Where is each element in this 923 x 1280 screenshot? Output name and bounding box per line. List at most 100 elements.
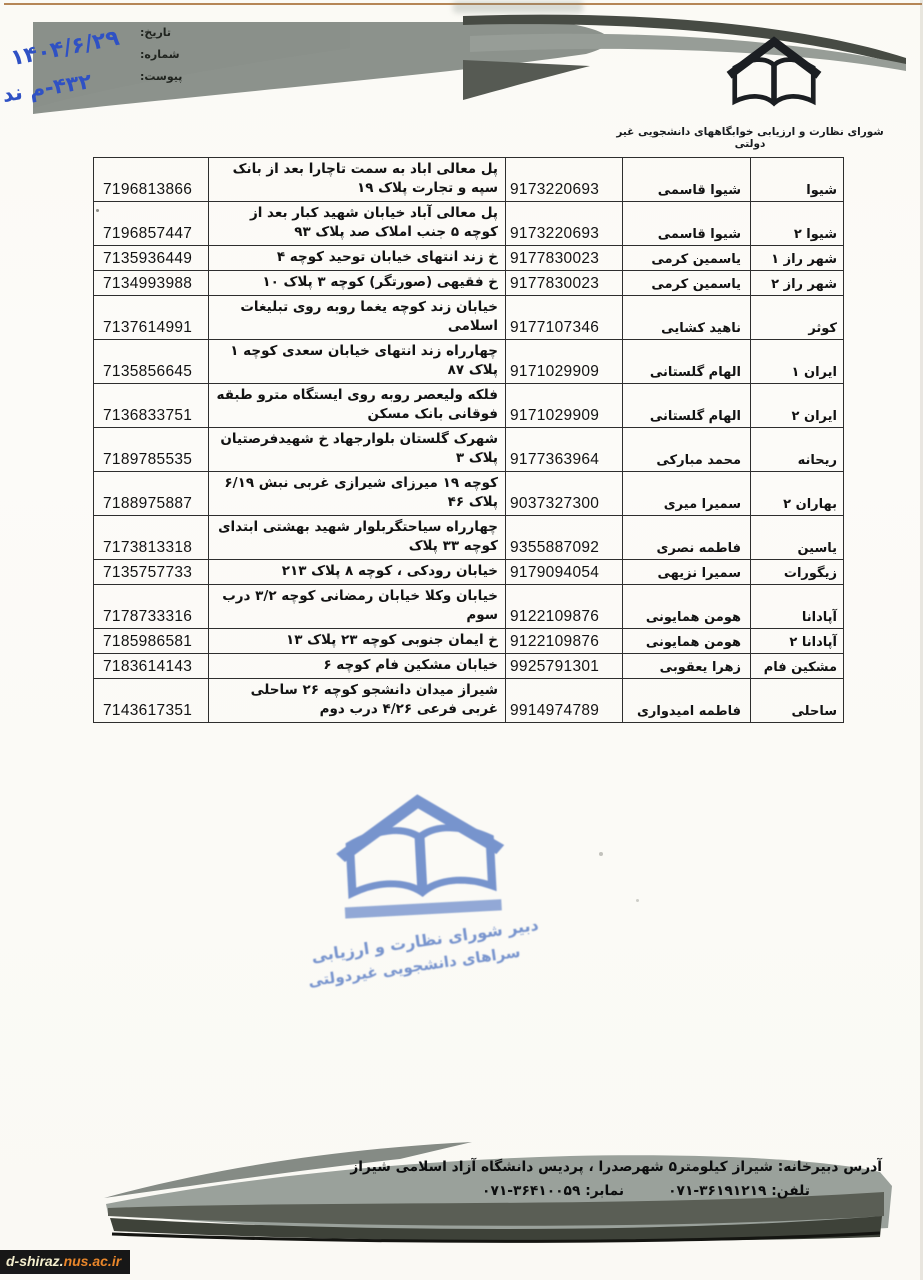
mobile-number-cell: 9171029909 bbox=[505, 383, 623, 428]
mobile-number-cell: 9177830023 bbox=[505, 245, 623, 271]
address-cell: خیابان وکلا خیابان رمضانی کوچه ۳/۲ درب س… bbox=[208, 584, 506, 629]
organization-title: شورای نظارت و ارزیابی خوابگاههای دانشجوی… bbox=[616, 126, 884, 150]
header-ribbon-graphic bbox=[33, 14, 906, 114]
dorm-name-cell: مشکین فام bbox=[750, 653, 844, 679]
manager-name-cell: هومن همایونی bbox=[622, 584, 751, 629]
footer-fax: نمابر: ۳۶۴۱۰۰۵۹-۰۷۱ bbox=[482, 1183, 625, 1199]
landline-number-cell: 7189785535 bbox=[93, 427, 209, 472]
address-cell: خیابان زند کوچه یغما روبه روی تبلیغات اس… bbox=[208, 295, 506, 340]
table-row: مشکین فام زهرا یعقوبی 9925791301 خیابان … bbox=[93, 653, 844, 679]
mobile-number-cell: 9355887092 bbox=[505, 515, 623, 560]
landline-number-cell: 7185986581 bbox=[93, 628, 209, 654]
mobile-number-cell: 9122109876 bbox=[505, 628, 623, 654]
table-row: آپادانا هومن همایونی 9122109876 خیابان و… bbox=[93, 584, 844, 629]
dormitory-table: شیوا شیوا قاسمی 9173220693 پل معالی اباد… bbox=[93, 157, 844, 723]
landline-number-cell: 7136833751 bbox=[93, 383, 209, 428]
address-cell: شیراز میدان دانشجو کوچه ۲۶ ساحلی غربی فر… bbox=[208, 678, 506, 723]
address-cell: خ فقیهی (صورتگر) کوچه ۳ پلاک ۱۰ bbox=[208, 270, 506, 296]
landline-number-cell: 7173813318 bbox=[93, 515, 209, 560]
dorm-table-body: شیوا شیوا قاسمی 9173220693 پل معالی اباد… bbox=[93, 157, 844, 723]
dorm-name-cell: آپادانا bbox=[750, 584, 844, 629]
manager-name-cell: هومن همایونی bbox=[622, 628, 751, 654]
dorm-name-cell: شهر راز ۱ bbox=[750, 245, 844, 271]
mobile-number-cell: 9177830023 bbox=[505, 270, 623, 296]
landline-number-cell: 7183614143 bbox=[93, 653, 209, 679]
manager-name-cell: فاطمه نصری bbox=[622, 515, 751, 560]
table-row: شیوا شیوا قاسمی 9173220693 پل معالی اباد… bbox=[93, 157, 844, 202]
manager-name-cell: ناهید کشایی bbox=[622, 295, 751, 340]
attachment-label: پیوست: bbox=[140, 70, 183, 83]
landline-number-cell: 7188975887 bbox=[93, 471, 209, 516]
table-row: ایران ۲ الهام گلستانی 9171029909 فلکه ول… bbox=[93, 383, 844, 428]
dorm-name-cell: آپادانا ۲ bbox=[750, 628, 844, 654]
landline-number-cell: 7134993988 bbox=[93, 270, 209, 296]
dorm-name-cell: یاسین bbox=[750, 515, 844, 560]
address-cell: خیابان رودکی ، کوچه ۸ پلاک ۲۱۳ bbox=[208, 559, 506, 585]
manager-name-cell: سمیرا میری bbox=[622, 471, 751, 516]
landline-number-cell: 7196857447 bbox=[93, 201, 209, 246]
dorm-name-cell: شیوا bbox=[750, 157, 844, 202]
table-row: ایران ۱ الهام گلستانی 9171029909 چهارراه… bbox=[93, 339, 844, 384]
dorm-name-cell: زیگورات bbox=[750, 559, 844, 585]
address-cell: خیابان مشکین فام کوچه ۶ bbox=[208, 653, 506, 679]
landline-number-cell: 7135757733 bbox=[93, 559, 209, 585]
table-row: شهر راز ۲ یاسمین کرمی 9177830023 خ فقیهی… bbox=[93, 270, 844, 296]
manager-name-cell: شیوا قاسمی bbox=[622, 201, 751, 246]
landline-number-cell: 7143617351 bbox=[93, 678, 209, 723]
dorm-name-cell: شیوا ۲ bbox=[750, 201, 844, 246]
landline-number-cell: 7137614991 bbox=[93, 295, 209, 340]
mobile-number-cell: 9914974789 bbox=[505, 678, 623, 723]
scan-speck bbox=[599, 852, 603, 856]
mobile-number-cell: 9173220693 bbox=[505, 157, 623, 202]
table-row: شهر راز ۱ یاسمین کرمی 9177830023 خ زند ا… bbox=[93, 245, 844, 271]
address-cell: پل معالی اباد به سمت تاچارا بعد از بانک … bbox=[208, 157, 506, 202]
address-cell: پل معالی آباد خیابان شهید کبار بعد از کو… bbox=[208, 201, 506, 246]
footer-address-line: آدرس دبیرخانه: شیراز کیلومتر۵ شهرصدرا ، … bbox=[350, 1159, 882, 1175]
address-cell: شهرک گلستان بلوارجهاد خ شهیدفرصتیان پلاک… bbox=[208, 427, 506, 472]
mobile-number-cell: 9177107346 bbox=[505, 295, 623, 340]
number-label: شماره: bbox=[140, 48, 180, 61]
address-cell: خ ایمان جنوبی کوچه ۲۳ پلاک ۱۳ bbox=[208, 628, 506, 654]
table-row: شیوا ۲ شیوا قاسمی 9173220693 پل معالی آب… bbox=[93, 201, 844, 246]
stamp-book-roof-logo-icon bbox=[336, 794, 505, 919]
mobile-number-cell: 9173220693 bbox=[505, 201, 623, 246]
landline-number-cell: 7135936449 bbox=[93, 245, 209, 271]
dorm-name-cell: ایران ۲ bbox=[750, 383, 844, 428]
watermark-part1: d-shiraz. bbox=[6, 1253, 64, 1269]
table-row: کوثر ناهید کشایی 9177107346 خیابان زند ک… bbox=[93, 295, 844, 340]
scan-edge-shadow bbox=[920, 0, 923, 1280]
table-row: آپادانا ۲ هومن همایونی 9122109876 خ ایما… bbox=[93, 628, 844, 654]
address-cell: خ زند انتهای خیابان توحید کوچه ۴ bbox=[208, 245, 506, 271]
table-row: بهاران ۲ سمیرا میری 9037327300 کوچه ۱۹ م… bbox=[93, 471, 844, 516]
mobile-number-cell: 9122109876 bbox=[505, 584, 623, 629]
manager-name-cell: یاسمین کرمی bbox=[622, 245, 751, 271]
site-watermark: d-shiraz.nus.ac.ir bbox=[0, 1250, 131, 1274]
address-cell: چهارراه سیاحتگربلوار شهید بهشتی ابتدای ک… bbox=[208, 515, 506, 560]
manager-name-cell: زهرا یعقوبی bbox=[622, 653, 751, 679]
date-label: تاریخ: bbox=[140, 26, 172, 39]
letterhead-meta-labels: تاریخ: شماره: پیوست: bbox=[140, 22, 216, 88]
footer-phone: تلفن: ۳۶۱۹۱۲۱۹-۰۷۱ bbox=[668, 1183, 810, 1199]
manager-name-cell: فاطمه امیدواری bbox=[622, 678, 751, 723]
manager-name-cell: الهام گلستانی bbox=[622, 383, 751, 428]
dorm-name-cell: شهر راز ۲ bbox=[750, 270, 844, 296]
manager-name-cell: الهام گلستانی bbox=[622, 339, 751, 384]
dorm-name-cell: بهاران ۲ bbox=[750, 471, 844, 516]
dorm-name-cell: ساحلی bbox=[750, 678, 844, 723]
footer-ribbon-graphic bbox=[104, 1142, 892, 1243]
address-cell: چهارراه زند انتهای خیابان سعدی کوچه ۱ پل… bbox=[208, 339, 506, 384]
address-cell: کوچه ۱۹ میرزای شیرازی غربی نبش ۶/۱۹ پلاک… bbox=[208, 471, 506, 516]
table-row: زیگورات سمیرا نزیهی 9179094054 خیابان رو… bbox=[93, 559, 844, 585]
landline-number-cell: 7135856645 bbox=[93, 339, 209, 384]
table-row: یاسین فاطمه نصری 9355887092 چهارراه سیاح… bbox=[93, 515, 844, 560]
scan-artifact bbox=[453, 1, 583, 13]
mobile-number-cell: 9171029909 bbox=[505, 339, 623, 384]
address-cell: فلکه ولیعصر روبه روی ایستگاه مترو طبقه ف… bbox=[208, 383, 506, 428]
table-row: ساحلی فاطمه امیدواری 9914974789 شیراز می… bbox=[93, 678, 844, 723]
mobile-number-cell: 9177363964 bbox=[505, 427, 623, 472]
landline-number-cell: 7196813866 bbox=[93, 157, 209, 202]
mobile-number-cell: 9925791301 bbox=[505, 653, 623, 679]
manager-name-cell: محمد مبارکی bbox=[622, 427, 751, 472]
manager-name-cell: سمیرا نزیهی bbox=[622, 559, 751, 585]
